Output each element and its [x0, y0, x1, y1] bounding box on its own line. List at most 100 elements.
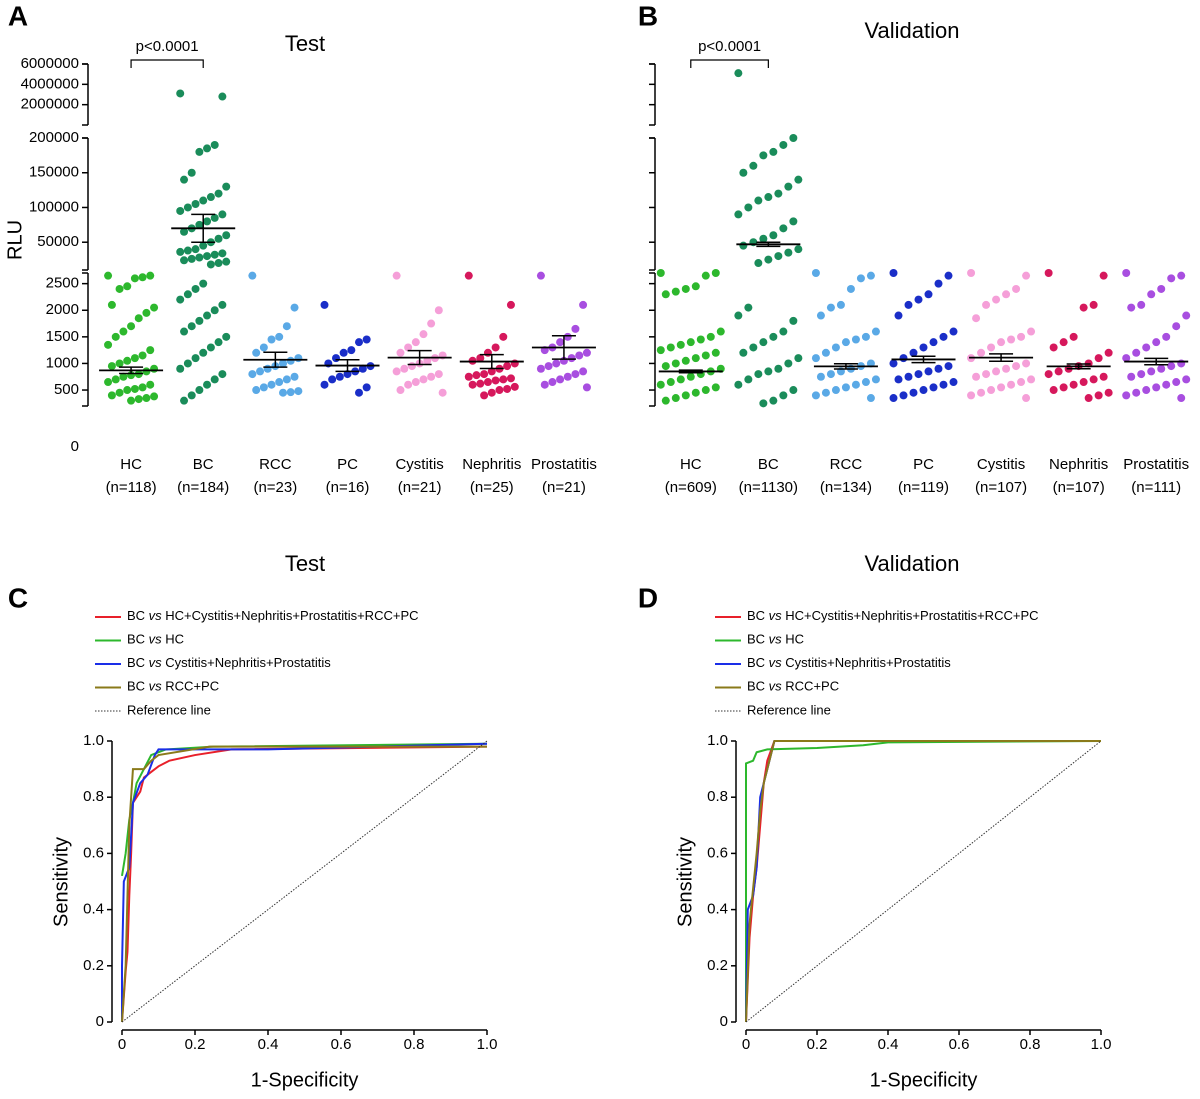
- data-dot: [279, 359, 288, 368]
- legend-label-part: vs: [769, 608, 783, 623]
- data-dot: [411, 338, 420, 347]
- category-count: (n=609): [665, 479, 717, 496]
- data-dot: [1027, 327, 1036, 336]
- legend-label-part: vs: [769, 632, 783, 647]
- data-dot: [711, 383, 720, 392]
- y-tick-label: 0.2: [707, 957, 728, 974]
- category-count: (n=25): [470, 479, 514, 496]
- data-dot: [464, 271, 473, 280]
- data-dot: [487, 388, 496, 397]
- category-count: (n=118): [106, 479, 157, 496]
- data-dot: [744, 203, 753, 212]
- x-tick-label: 0.6: [949, 1036, 970, 1053]
- data-dot: [294, 387, 303, 396]
- data-dot: [491, 376, 500, 385]
- data-dot: [567, 354, 576, 363]
- data-dot: [671, 359, 680, 368]
- data-dot: [691, 282, 700, 291]
- data-dot: [997, 338, 1006, 347]
- data-dot: [180, 175, 189, 184]
- data-dot: [656, 269, 665, 277]
- data-dot: [499, 375, 508, 384]
- data-dot: [1069, 380, 1078, 389]
- data-dot: [1099, 271, 1108, 280]
- y-tick-label: 0.6: [83, 844, 104, 861]
- data-dot: [754, 259, 763, 268]
- data-dot: [176, 247, 185, 256]
- data-dot: [811, 391, 820, 400]
- data-dot: [183, 290, 192, 299]
- data-dot: [977, 348, 986, 357]
- data-dot: [972, 314, 981, 323]
- data-dot: [282, 322, 291, 331]
- data-dot: [686, 372, 695, 381]
- data-dot: [176, 89, 185, 98]
- data-dot: [656, 346, 665, 355]
- x-tick-label: 0.2: [807, 1036, 828, 1053]
- data-dot: [130, 274, 139, 283]
- data-dot: [1182, 311, 1191, 320]
- data-dot: [180, 327, 189, 336]
- data-dot: [967, 269, 976, 277]
- data-dot: [1122, 269, 1131, 277]
- x-tick-label: 0: [118, 1036, 126, 1053]
- data-dot: [949, 378, 958, 387]
- data-dot: [1177, 271, 1186, 280]
- data-dot: [355, 388, 363, 397]
- data-dot: [739, 348, 748, 357]
- data-dot: [548, 378, 557, 387]
- data-dot: [987, 343, 996, 352]
- legend-label-part: BC: [127, 608, 149, 623]
- data-dot: [759, 399, 768, 408]
- legend-label-part: vs: [769, 679, 783, 694]
- data-dot: [811, 269, 820, 277]
- data-dot: [1049, 386, 1058, 395]
- category-count: (n=119): [898, 479, 949, 496]
- data-dot: [579, 300, 588, 309]
- data-dot: [259, 343, 268, 352]
- data-dot: [218, 370, 227, 379]
- data-dot: [480, 370, 489, 379]
- data-dot: [1172, 322, 1181, 331]
- data-dot: [661, 396, 670, 405]
- data-dot: [138, 351, 147, 360]
- data-dot: [691, 354, 700, 363]
- data-dot: [290, 372, 299, 381]
- data-dot: [214, 259, 223, 268]
- legend-label-part: HC: [162, 632, 184, 647]
- data-dot: [582, 348, 591, 357]
- legend-label: BC vs HC: [127, 632, 184, 647]
- data-dot: [764, 367, 773, 376]
- data-dot: [347, 346, 356, 355]
- data-dot: [214, 234, 223, 243]
- x-tick-label: 0.2: [185, 1036, 206, 1053]
- data-dot: [203, 380, 212, 389]
- y-tick-label: 1500: [46, 328, 79, 345]
- data-dot: [335, 372, 344, 381]
- data-dot: [355, 338, 363, 347]
- data-dot: [407, 362, 416, 371]
- category-count: (n=16): [326, 479, 370, 496]
- data-dot: [1017, 332, 1026, 341]
- data-dot: [191, 245, 200, 254]
- data-dot: [286, 356, 295, 365]
- data-dot: [939, 332, 948, 341]
- y-tick-label: 0.8: [83, 788, 104, 805]
- error-bar: [1066, 363, 1091, 370]
- y-axis-label: RLU: [4, 220, 26, 260]
- chart-title: Test: [285, 551, 325, 576]
- significance-label: p<0.0001: [136, 38, 199, 55]
- data-dot: [187, 168, 196, 177]
- y-tick-label: 4000000: [21, 75, 79, 92]
- data-dot: [794, 354, 803, 363]
- data-dot: [176, 295, 185, 304]
- category-count: (n=107): [1053, 479, 1105, 496]
- data-dot: [1089, 375, 1098, 384]
- legend-label-part: BC: [747, 679, 769, 694]
- category-label: Cystitis: [977, 456, 1025, 473]
- data-dot: [701, 386, 710, 395]
- data-dot: [784, 248, 793, 257]
- data-dot: [769, 332, 778, 341]
- data-dot: [899, 391, 908, 400]
- data-dot: [130, 384, 139, 393]
